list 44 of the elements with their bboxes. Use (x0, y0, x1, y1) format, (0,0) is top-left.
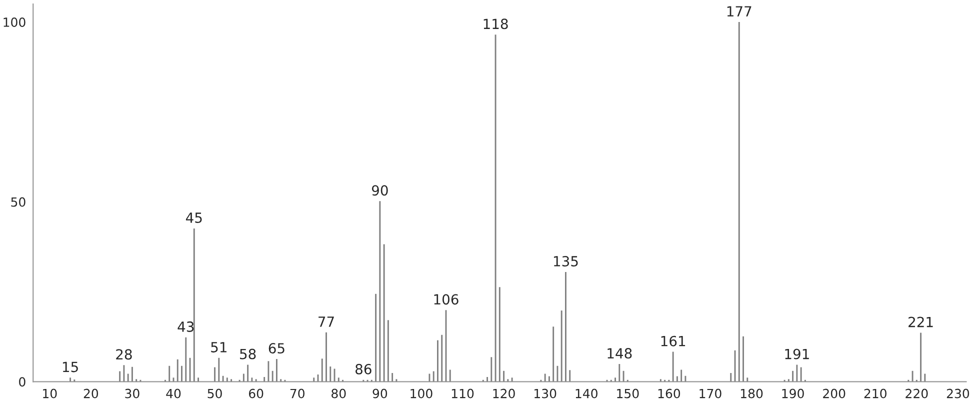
x-tick-label: 130 (534, 388, 556, 398)
x-tick-label: 230 (946, 388, 970, 398)
annotation: 90 (372, 185, 388, 196)
x-tick-label: 40 (166, 388, 181, 398)
annotation: 45 (186, 212, 202, 223)
annotation: 51 (211, 342, 226, 352)
x-tick-label: 50 (208, 388, 222, 398)
y-tick-label: 100 (4, 18, 26, 27)
annotation: 65 (268, 343, 284, 354)
x-tick-label: 210 (864, 388, 886, 398)
annotation: 177 (727, 6, 752, 16)
y-tick-label: 0 (19, 377, 26, 387)
x-tick-label: 20 (84, 388, 98, 398)
x-tick-label: 60 (248, 388, 264, 398)
annotation: 86 (356, 364, 372, 374)
x-tick-label: 10 (43, 388, 57, 398)
x-tick-label: 110 (452, 388, 474, 398)
x-tick-label: 190 (782, 388, 804, 398)
x-tick-label: 100 (410, 388, 432, 398)
x-tick-label: 150 (617, 388, 639, 398)
y-tick-label: 50 (11, 197, 26, 207)
annotation: 43 (178, 321, 194, 332)
x-tick-label: 180 (740, 388, 763, 398)
annotation: 191 (785, 348, 809, 360)
annotation: 161 (661, 336, 686, 346)
annotation: 15 (62, 362, 78, 372)
annotation: 221 (908, 316, 933, 328)
x-tick-label: 200 (823, 388, 846, 398)
x-tick-label: 70 (290, 388, 304, 398)
annotation: 148 (608, 348, 632, 359)
x-tick-label: 160 (658, 388, 680, 398)
x-tick-label: 120 (493, 388, 515, 398)
annotation: 58 (240, 348, 256, 360)
annotation: 77 (318, 316, 334, 327)
annotation: 118 (484, 18, 508, 30)
annotation: 135 (554, 256, 578, 266)
x-tick-label: 220 (906, 388, 928, 398)
annotation: 28 (116, 349, 132, 360)
x-tick-label: 170 (700, 388, 722, 398)
x-tick-label: 80 (332, 388, 346, 398)
x-tick-label: 140 (576, 388, 598, 398)
x-tick-label: 90 (372, 388, 388, 398)
x-tick-label: 30 (125, 388, 140, 398)
annotation: 106 (434, 294, 458, 305)
